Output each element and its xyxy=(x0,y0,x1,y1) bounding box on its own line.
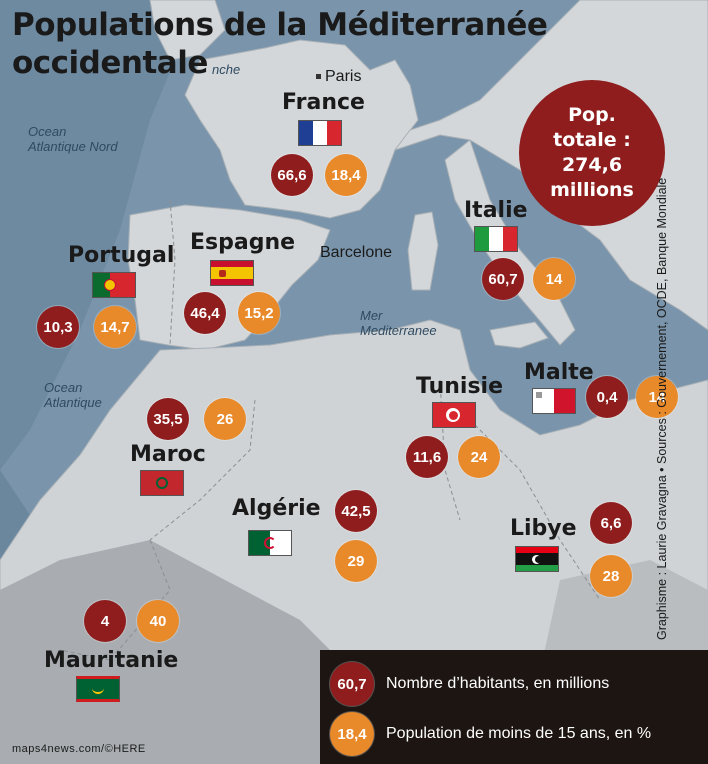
country-name-tunisie: Tunisie xyxy=(416,374,504,399)
flag-portugal-icon xyxy=(92,272,136,298)
map-source: maps4news.com/©HERE xyxy=(12,743,146,755)
under15-circle-italie: 14 xyxy=(533,258,575,300)
flag-italie-icon xyxy=(474,226,518,252)
country-name-malte: Malte xyxy=(524,360,594,385)
flag-france-icon xyxy=(298,120,342,146)
under15-circle-malte: 14 xyxy=(636,376,678,418)
population-circle-mauritanie: 4 xyxy=(84,600,126,642)
flag-maroc-icon xyxy=(140,470,184,496)
legend-population-label: Nombre d’habitants, en millions xyxy=(386,675,610,692)
population-circle-maroc: 35,5 xyxy=(147,398,189,440)
country-name-mauritanie: Mauritanie xyxy=(44,648,179,673)
total-population-badge: Pop. totale : 274,6 millions xyxy=(519,80,665,226)
country-name-espagne: Espagne xyxy=(190,230,296,255)
country-name-maroc: Maroc xyxy=(130,442,206,467)
country-name-france: France xyxy=(282,90,365,115)
country-name-libye: Libye xyxy=(510,516,577,541)
flag-malte-icon xyxy=(532,388,576,414)
city-paris: Paris xyxy=(316,68,361,86)
flag-tunisie-icon xyxy=(432,402,476,428)
city-barcelone: Barcelone xyxy=(320,244,393,261)
country-name-italie: Italie xyxy=(464,198,528,223)
flag-libye-icon xyxy=(515,546,559,572)
credit-text: Graphisme : Laurie Gravagna • Sources : … xyxy=(655,177,669,640)
sea-label-manche-fragment: nche xyxy=(212,62,241,77)
legend: 60,7 Nombre d’habitants, en millions 18,… xyxy=(320,650,708,764)
country-name-portugal: Portugal xyxy=(68,243,175,268)
sea-label-atlantique-nord: Ocean Atlantique Nord xyxy=(28,124,118,154)
legend-population-circle: 60,7 xyxy=(330,662,374,706)
flag-espagne-icon xyxy=(210,260,254,286)
under15-circle-france: 18,4 xyxy=(325,154,367,196)
under15-circle-libye: 28 xyxy=(590,555,632,597)
under15-circle-maroc: 26 xyxy=(204,398,246,440)
legend-row-under15: 18,4 Population de moins de 15 ans, en % xyxy=(330,712,651,756)
population-circle-espagne: 46,4 xyxy=(184,292,226,334)
population-circle-portugal: 10,3 xyxy=(37,306,79,348)
under15-circle-espagne: 15,2 xyxy=(238,292,280,334)
population-circle-tunisie: 11,6 xyxy=(406,436,448,478)
population-circle-france: 66,6 xyxy=(271,154,313,196)
country-name-algerie: Algérie xyxy=(232,496,321,521)
flag-mauritanie-icon xyxy=(76,676,120,702)
population-circle-malte: 0,4 xyxy=(586,376,628,418)
under15-circle-portugal: 14,7 xyxy=(94,306,136,348)
population-circle-italie: 60,7 xyxy=(482,258,524,300)
city-dot-icon xyxy=(316,74,321,80)
under15-circle-mauritanie: 40 xyxy=(137,600,179,642)
population-circle-libye: 6,6 xyxy=(590,502,632,544)
sea-label-mediterranee: Mer Mediterranee xyxy=(360,308,437,338)
legend-under15-circle: 18,4 xyxy=(330,712,374,756)
under15-circle-tunisie: 24 xyxy=(458,436,500,478)
legend-under15-label: Population de moins de 15 ans, en % xyxy=(386,725,652,742)
legend-row-population: 60,7 Nombre d’habitants, en millions xyxy=(330,662,609,706)
population-circle-algerie: 42,5 xyxy=(335,490,377,532)
flag-algerie-icon xyxy=(248,530,292,556)
under15-circle-algerie: 29 xyxy=(335,540,377,582)
map-title: Populations de la Méditerranée occidenta… xyxy=(12,7,548,81)
sea-label-atlantique: Ocean Atlantique xyxy=(44,380,102,410)
